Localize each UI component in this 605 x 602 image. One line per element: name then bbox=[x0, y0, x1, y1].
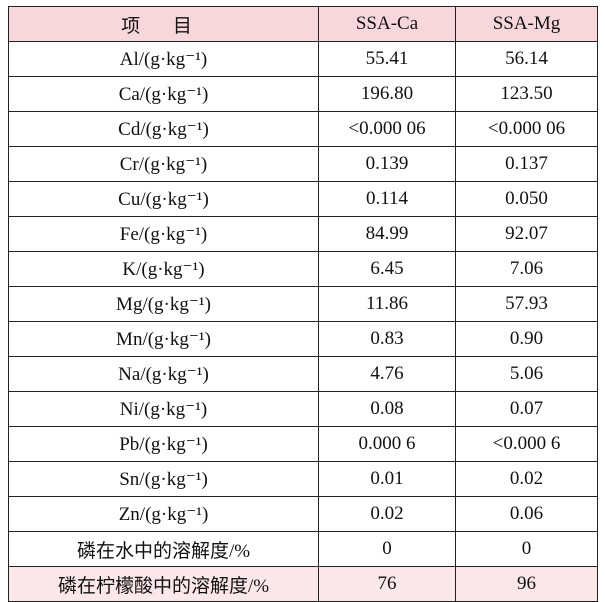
value-cell: 92.07 bbox=[455, 216, 598, 252]
row-label: Sn/(g·kg⁻¹) bbox=[8, 461, 319, 497]
value-cell: 57.93 bbox=[455, 286, 598, 322]
value-cell: 76 bbox=[318, 566, 456, 602]
value-cell: 11.86 bbox=[318, 286, 456, 322]
row-label: Mg/(g·kg⁻¹) bbox=[8, 286, 319, 322]
table-row: Na/(g·kg⁻¹) 4.76 5.06 bbox=[8, 356, 598, 392]
value-cell: 0 bbox=[318, 531, 456, 567]
row-label: Na/(g·kg⁻¹) bbox=[8, 356, 319, 392]
value-cell: 196.80 bbox=[318, 76, 456, 112]
data-table: 项 目 SSA-Ca SSA-Mg Al/(g·kg⁻¹) 55.41 56.14 Ca/… bbox=[8, 6, 598, 602]
table-row: Cd/(g·kg⁻¹) <0.000 06 <0.000 06 bbox=[8, 111, 598, 147]
value-cell: 0.90 bbox=[455, 321, 598, 357]
value-cell: 0.02 bbox=[455, 461, 598, 497]
table-row: Ni/(g·kg⁻¹) 0.08 0.07 bbox=[8, 391, 598, 427]
row-label: Ni/(g·kg⁻¹) bbox=[8, 391, 319, 427]
value-cell: 0.137 bbox=[455, 146, 598, 182]
value-cell: 96 bbox=[455, 566, 598, 602]
table-row: Ca/(g·kg⁻¹) 196.80 123.50 bbox=[8, 76, 598, 112]
value-cell: 0.050 bbox=[455, 181, 598, 217]
table-row: 磷在水中的溶解度/% 0 0 bbox=[8, 531, 598, 567]
table-row: Cr/(g·kg⁻¹) 0.139 0.137 bbox=[8, 146, 598, 182]
value-cell: 0.02 bbox=[318, 496, 456, 532]
value-cell: 6.45 bbox=[318, 251, 456, 287]
table-header: 项 目 SSA-Ca SSA-Mg bbox=[8, 6, 598, 42]
value-cell: 0.139 bbox=[318, 146, 456, 182]
row-label: 磷在柠檬酸中的溶解度/% bbox=[8, 566, 319, 602]
value-cell: 0.01 bbox=[318, 461, 456, 497]
value-cell: 55.41 bbox=[318, 41, 456, 77]
value-cell: 0.07 bbox=[455, 391, 598, 427]
value-cell: 0 bbox=[455, 531, 598, 567]
value-cell: <0.000 6 bbox=[455, 426, 598, 462]
header-row: 项 目 SSA-Ca SSA-Mg bbox=[8, 6, 598, 42]
value-cell: 0.06 bbox=[455, 496, 598, 532]
row-label: Fe/(g·kg⁻¹) bbox=[8, 216, 319, 252]
value-cell: 123.50 bbox=[455, 76, 598, 112]
table-row: Mn/(g·kg⁻¹) 0.83 0.90 bbox=[8, 321, 598, 357]
table-row: 磷在柠檬酸中的溶解度/% 76 96 bbox=[8, 566, 598, 602]
table-row: K/(g·kg⁻¹) 6.45 7.06 bbox=[8, 251, 598, 287]
value-cell: <0.000 06 bbox=[318, 111, 456, 147]
table-row: Mg/(g·kg⁻¹) 11.86 57.93 bbox=[8, 286, 598, 322]
table-row: Al/(g·kg⁻¹) 55.41 56.14 bbox=[8, 41, 598, 77]
header-cell: SSA-Mg bbox=[455, 6, 598, 42]
row-label: Cd/(g·kg⁻¹) bbox=[8, 111, 319, 147]
table-row: Sn/(g·kg⁻¹) 0.01 0.02 bbox=[8, 461, 598, 497]
value-cell: 7.06 bbox=[455, 251, 598, 287]
row-label: Mn/(g·kg⁻¹) bbox=[8, 321, 319, 357]
row-label: Cr/(g·kg⁻¹) bbox=[8, 146, 319, 182]
header-cell: SSA-Ca bbox=[318, 6, 456, 42]
table-row: Zn/(g·kg⁻¹) 0.02 0.06 bbox=[8, 496, 598, 532]
value-cell: 0.08 bbox=[318, 391, 456, 427]
row-label: Cu/(g·kg⁻¹) bbox=[8, 181, 319, 217]
row-label: Ca/(g·kg⁻¹) bbox=[8, 76, 319, 112]
value-cell: <0.000 06 bbox=[455, 111, 598, 147]
value-cell: 4.76 bbox=[318, 356, 456, 392]
value-cell: 0.83 bbox=[318, 321, 456, 357]
row-label: Pb/(g·kg⁻¹) bbox=[8, 426, 319, 462]
header-cell: 项 目 bbox=[8, 6, 319, 42]
row-label: Al/(g·kg⁻¹) bbox=[8, 41, 319, 77]
value-cell: 0.000 6 bbox=[318, 426, 456, 462]
value-cell: 5.06 bbox=[455, 356, 598, 392]
value-cell: 56.14 bbox=[455, 41, 598, 77]
table-row: Fe/(g·kg⁻¹) 84.99 92.07 bbox=[8, 216, 598, 252]
row-label: 磷在水中的溶解度/% bbox=[8, 531, 319, 567]
row-label: K/(g·kg⁻¹) bbox=[8, 251, 319, 287]
table-row: Pb/(g·kg⁻¹) 0.000 6 <0.000 6 bbox=[8, 426, 598, 462]
value-cell: 0.114 bbox=[318, 181, 456, 217]
value-cell: 84.99 bbox=[318, 216, 456, 252]
table-row: Cu/(g·kg⁻¹) 0.114 0.050 bbox=[8, 181, 598, 217]
table-body: Al/(g·kg⁻¹) 55.41 56.14 Ca/(g·kg⁻¹) 196.80 12… bbox=[8, 41, 598, 602]
row-label: Zn/(g·kg⁻¹) bbox=[8, 496, 319, 532]
